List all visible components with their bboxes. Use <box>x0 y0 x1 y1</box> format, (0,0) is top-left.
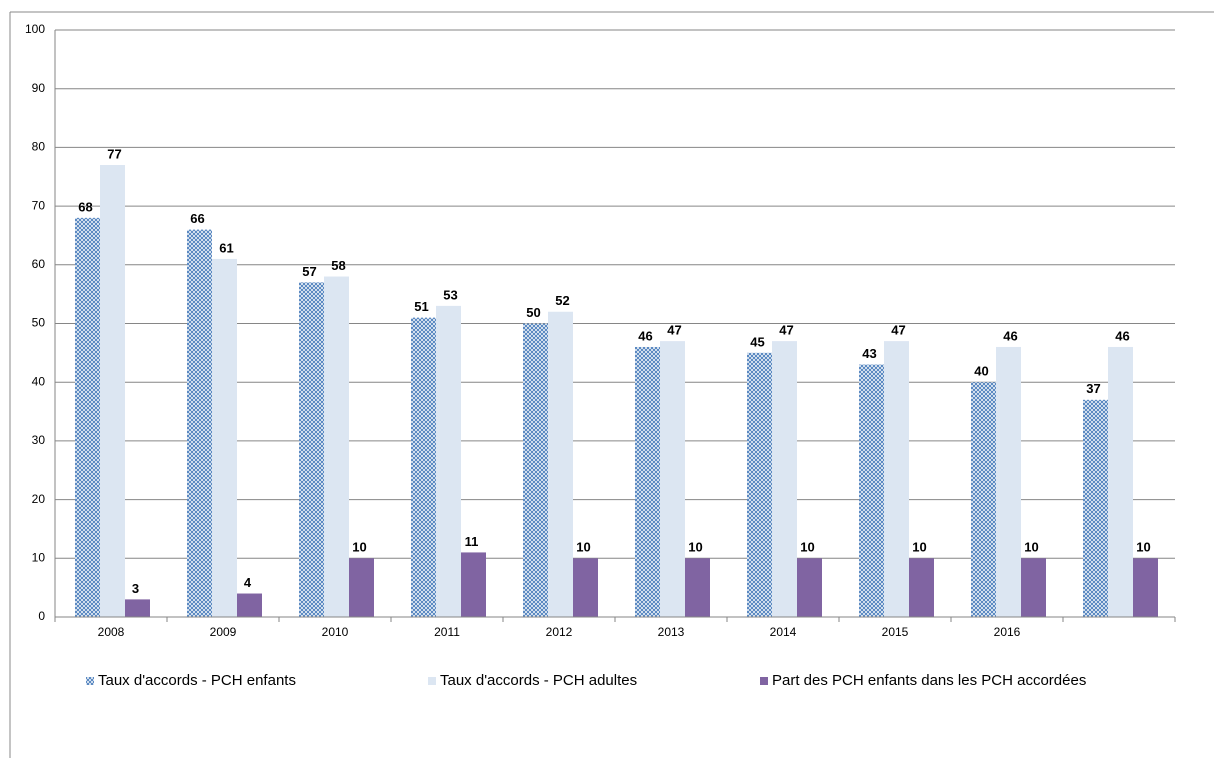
bar <box>1083 399 1108 617</box>
legend-marker <box>760 677 768 685</box>
bar <box>1021 558 1046 617</box>
legend-marker <box>428 677 436 685</box>
bar <box>747 352 772 617</box>
bar <box>187 229 212 617</box>
bar <box>237 593 262 617</box>
data-label: 47 <box>891 323 905 338</box>
bar <box>100 165 125 617</box>
data-label: 10 <box>1024 540 1038 555</box>
bar <box>909 558 934 617</box>
data-label: 11 <box>465 534 479 549</box>
legend-label: Taux d'accords - PCH adultes <box>440 672 637 689</box>
bar <box>635 346 660 617</box>
y-tick-label: 10 <box>32 550 46 564</box>
bar <box>1133 558 1158 617</box>
y-tick-label: 50 <box>32 316 46 330</box>
data-label: 10 <box>576 540 590 555</box>
data-label: 61 <box>219 240 233 255</box>
bar <box>772 341 797 617</box>
data-label: 77 <box>107 146 121 161</box>
data-label: 46 <box>638 328 652 343</box>
x-tick-label: 2013 <box>658 625 685 639</box>
bar <box>797 558 822 617</box>
bar <box>212 258 237 617</box>
data-label: 66 <box>190 211 204 226</box>
data-label: 46 <box>1003 328 1017 343</box>
bar <box>971 382 996 617</box>
legend-label: Part des PCH enfants dans les PCH accord… <box>772 672 1086 689</box>
data-label: 53 <box>443 287 457 302</box>
y-tick-label: 80 <box>32 140 46 154</box>
data-label: 3 <box>132 581 139 596</box>
bar <box>523 323 548 617</box>
data-label: 10 <box>912 540 926 555</box>
data-label: 10 <box>800 540 814 555</box>
data-label: 68 <box>78 199 92 214</box>
x-tick-label: 2014 <box>770 625 797 639</box>
data-label: 51 <box>414 299 428 314</box>
bar <box>75 217 100 617</box>
data-label: 57 <box>302 264 316 279</box>
bar <box>685 558 710 617</box>
data-label: 40 <box>974 364 988 379</box>
bar <box>436 305 461 617</box>
data-label: 10 <box>688 540 702 555</box>
data-label: 58 <box>331 258 345 273</box>
bar <box>884 341 909 617</box>
bar <box>299 282 324 617</box>
y-tick-label: 90 <box>32 81 46 95</box>
x-tick-label: 2008 <box>98 625 125 639</box>
x-tick-label: 2016 <box>994 625 1021 639</box>
y-tick-label: 100 <box>25 22 45 36</box>
x-tick-label: 2010 <box>322 625 349 639</box>
data-label: 43 <box>862 346 876 361</box>
bar <box>349 558 374 617</box>
bar <box>411 317 436 617</box>
data-label: 46 <box>1115 328 1129 343</box>
data-label: 47 <box>779 323 793 338</box>
data-label: 52 <box>555 293 569 308</box>
bar <box>324 276 349 617</box>
data-label: 47 <box>667 323 681 338</box>
data-label: 4 <box>244 575 252 590</box>
bar <box>1108 346 1133 617</box>
bar <box>660 341 685 617</box>
data-label: 50 <box>526 305 540 320</box>
y-tick-label: 20 <box>32 492 46 506</box>
y-tick-label: 30 <box>32 433 46 447</box>
x-tick-label: 2009 <box>210 625 237 639</box>
x-tick-label: 2012 <box>546 625 573 639</box>
bar <box>859 364 884 617</box>
bar <box>461 552 486 617</box>
data-label: 10 <box>1136 540 1150 555</box>
y-tick-label: 60 <box>32 257 46 271</box>
data-label: 37 <box>1086 381 1100 396</box>
data-label: 45 <box>750 334 764 349</box>
data-label: 10 <box>352 540 366 555</box>
y-tick-label: 0 <box>38 609 45 623</box>
legend-label: Taux d'accords - PCH enfants <box>98 672 296 689</box>
y-tick-label: 70 <box>32 198 46 212</box>
y-tick-label: 40 <box>32 374 46 388</box>
bar <box>996 346 1021 617</box>
bar <box>125 599 150 617</box>
legend-marker <box>86 677 94 685</box>
bar <box>573 558 598 617</box>
x-tick-label: 2011 <box>434 625 460 639</box>
bar <box>548 311 573 617</box>
x-tick-label: 2015 <box>882 625 909 639</box>
